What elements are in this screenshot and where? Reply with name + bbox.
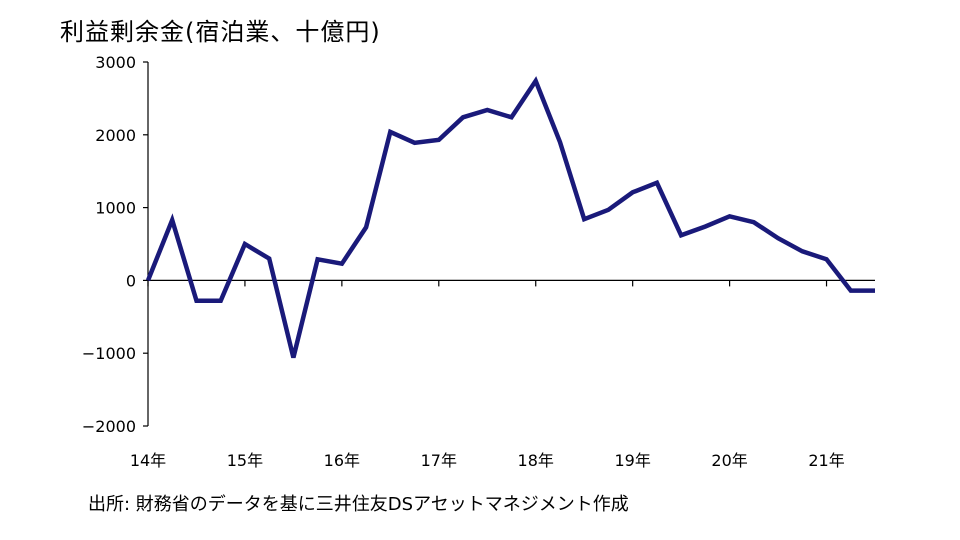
- source-note: 出所: 財務省のデータを基に三井住友DSアセットマネジメント作成: [88, 494, 629, 515]
- x-axis: 14年 15年 16年 17年 18年 19年 20年 21年: [130, 279, 875, 470]
- x-tick-label: 16年: [324, 451, 360, 470]
- x-tick-label: 20年: [711, 451, 747, 470]
- y-tick-label: 1000: [95, 199, 136, 218]
- y-tick-label: 3000: [95, 53, 136, 72]
- y-tick-label: −1000: [82, 344, 136, 363]
- x-tick-label: 18年: [518, 451, 554, 470]
- series-line-0: [145, 76, 875, 359]
- y-tick-label: 0: [126, 271, 136, 290]
- x-tick-label: 17年: [421, 451, 457, 470]
- x-tick-label: 14年: [130, 451, 166, 470]
- series-group: [145, 76, 875, 359]
- y-axis: 3000 2000 1000 0 −1000 −2000: [82, 53, 149, 436]
- x-tick-label: 15年: [227, 451, 263, 470]
- x-tick-label: 19年: [614, 451, 650, 470]
- chart-title: 利益剰余金(宿泊業、十億円): [60, 18, 381, 46]
- y-tick-label: −2000: [82, 417, 136, 436]
- y-tick-label: 2000: [95, 126, 136, 145]
- x-tick-label: 21年: [808, 451, 844, 470]
